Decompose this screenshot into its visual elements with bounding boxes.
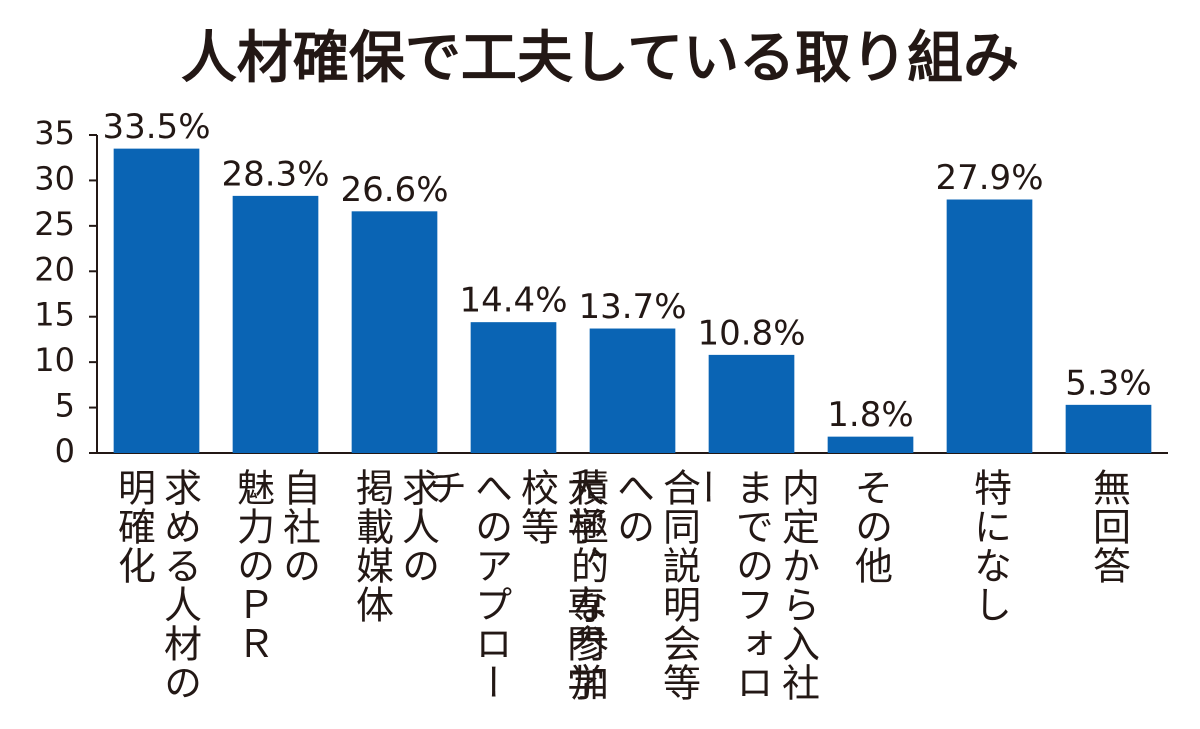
x-tick-label: 自社の 魅力のＰＲ bbox=[230, 468, 321, 663]
x-tick-label: 求める人材の 明確化 bbox=[111, 468, 202, 702]
bar bbox=[351, 211, 438, 453]
bar bbox=[827, 436, 914, 453]
y-tick-label: 5 bbox=[55, 387, 75, 425]
x-tick-label: 特になし bbox=[967, 468, 1012, 624]
x-tick-label: その他 bbox=[848, 468, 893, 585]
value-label: 5.3% bbox=[1065, 363, 1151, 403]
y-tick-label: 25 bbox=[34, 205, 75, 243]
y-tick-label: 15 bbox=[34, 296, 75, 334]
value-label: 10.8% bbox=[697, 313, 805, 353]
bar bbox=[946, 199, 1033, 453]
y-tick-label: 20 bbox=[34, 250, 75, 288]
y-tick-label: 10 bbox=[34, 341, 75, 379]
y-tick-label: 0 bbox=[55, 432, 75, 470]
bar bbox=[708, 354, 795, 453]
bar bbox=[470, 322, 557, 453]
bar bbox=[1065, 404, 1152, 453]
bar bbox=[113, 148, 200, 453]
x-tick-label: 内定から入社 までのフォロー bbox=[683, 468, 820, 702]
x-tick-label: 合同説明会等への 積極的な参加 bbox=[564, 468, 701, 702]
x-tick-label: 求人の 掲載媒体 bbox=[349, 468, 440, 624]
value-label: 27.9% bbox=[935, 158, 1043, 198]
x-tick-label: 大学、専門学校等 へのアプローチ bbox=[422, 468, 605, 702]
value-label: 13.7% bbox=[578, 287, 686, 327]
chart-title: 人材確保で工夫している取り組み bbox=[181, 26, 1019, 91]
value-label: 28.3% bbox=[221, 154, 329, 194]
bar bbox=[232, 195, 319, 454]
value-label: 1.8% bbox=[827, 395, 913, 435]
value-label: 26.6% bbox=[340, 170, 448, 210]
x-tick-label: 無回答 bbox=[1086, 468, 1131, 585]
y-tick-label: 35 bbox=[34, 114, 75, 152]
bar bbox=[589, 328, 676, 453]
value-label: 33.5% bbox=[102, 107, 210, 147]
y-tick-label: 30 bbox=[34, 159, 75, 197]
value-label: 14.4% bbox=[459, 281, 567, 321]
